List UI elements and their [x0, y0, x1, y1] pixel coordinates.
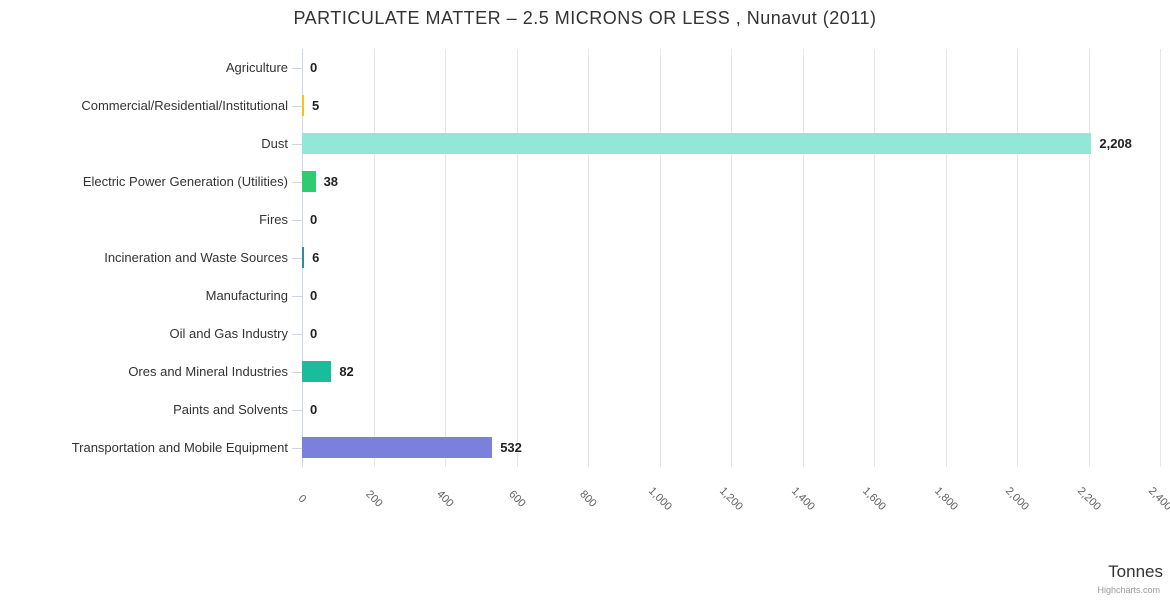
category-tick-icon [292, 372, 302, 373]
category-label: Incineration and Waste Sources [104, 250, 288, 265]
gridline [945, 49, 947, 467]
x-tick-label: 2,000 [1003, 485, 1031, 513]
value-label: 0 [310, 60, 318, 75]
x-tick-label: 0 [295, 492, 309, 506]
category-label: Agriculture [225, 60, 288, 75]
value-label: 2,208 [1099, 136, 1132, 151]
x-tick-label: 1,000 [645, 485, 674, 513]
category-label: Dust [261, 136, 288, 151]
category-label: Commercial/Residential/Institutional [81, 98, 288, 113]
gridline [731, 49, 732, 467]
x-tick-label: 400 [434, 488, 456, 510]
category-label: Oil and Gas Industry [169, 326, 289, 341]
category-tick-icon [292, 410, 302, 411]
category-row: Electric Power Generation (Utilities) 38 [0, 163, 1170, 201]
bar[interactable] [302, 133, 1092, 154]
gridline [659, 49, 661, 467]
gridline [1160, 49, 1161, 467]
category-label: Ores and Mineral Industries [128, 364, 288, 379]
x-tick-label: 600 [505, 488, 528, 510]
category-tick-icon [292, 296, 302, 297]
gridline [445, 49, 446, 467]
chart-title: PARTICULATE MATTER – 2.5 MICRONS OR LESS… [293, 8, 877, 28]
value-label: 0 [310, 288, 318, 303]
value-label: 6 [312, 250, 320, 265]
bar[interactable] [302, 437, 493, 458]
category-label: Electric Power Generation (Utilities) [82, 174, 288, 189]
highcharts-credit[interactable]: Highcharts.com [1097, 585, 1160, 595]
x-tick-label: 200 [362, 488, 385, 510]
category-tick-icon [292, 106, 302, 107]
gridline [874, 49, 875, 467]
category-row: Transportation and Mobile Equipment 532 [0, 429, 1170, 467]
x-tick-label: 1,600 [860, 485, 888, 513]
gridline [1088, 49, 1090, 467]
gridline [516, 49, 518, 467]
plot-area [302, 49, 1161, 467]
category-row: Manufacturing 0 [0, 277, 1170, 315]
x-tick-label: 2,200 [1074, 485, 1103, 513]
category-tick-icon [292, 220, 302, 221]
gridline [1017, 49, 1018, 467]
category-row: Paints and Solvents 0 [0, 391, 1170, 429]
category-tick-icon [292, 144, 302, 145]
category-label: Paints and Solvents [173, 402, 288, 417]
category-label: Transportation and Mobile Equipment [71, 440, 288, 455]
category-tick-icon [292, 68, 302, 69]
category-label: Fires [259, 212, 288, 227]
x-tick-label: 2,400 [1146, 485, 1170, 513]
value-label: 0 [310, 402, 318, 417]
category-row: Dust 2,208 [0, 125, 1170, 163]
gridline [802, 49, 804, 467]
gridline [588, 49, 589, 467]
category-label: Manufacturing [205, 288, 288, 303]
gridline [373, 49, 375, 467]
x-tick-label: 800 [577, 488, 599, 510]
value-label: 5 [312, 98, 320, 113]
category-row: Oil and Gas Industry 0 [0, 315, 1170, 353]
x-tick-label: 1,800 [931, 485, 960, 513]
category-rows: Agriculture 0 Commercial/Residential/Insti… [0, 49, 1170, 467]
value-label: 0 [310, 326, 318, 341]
x-tick-label: 1,200 [717, 485, 745, 513]
category-tick-icon [292, 182, 302, 183]
category-tick-icon [292, 258, 302, 259]
category-tick-icon [292, 448, 302, 449]
category-row: Incineration and Waste Sources 6 [0, 239, 1170, 277]
bar[interactable] [302, 171, 316, 192]
value-label: 532 [500, 440, 522, 455]
category-row: Fires 0 [0, 201, 1170, 239]
category-row: Ores and Mineral Industries 82 [0, 353, 1170, 391]
category-tick-icon [292, 334, 302, 335]
value-label: 82 [339, 364, 354, 379]
category-row: Commercial/Residential/Institutional 5 [0, 87, 1170, 125]
value-label: 0 [310, 212, 318, 227]
bar[interactable] [302, 361, 332, 382]
x-axis-title: Tonnes [1108, 562, 1163, 581]
bar[interactable] [302, 95, 304, 116]
category-row: Agriculture 0 [0, 49, 1170, 87]
value-label: 38 [323, 174, 339, 189]
bar[interactable] [302, 247, 305, 268]
x-tick-label: 1,400 [788, 485, 817, 513]
